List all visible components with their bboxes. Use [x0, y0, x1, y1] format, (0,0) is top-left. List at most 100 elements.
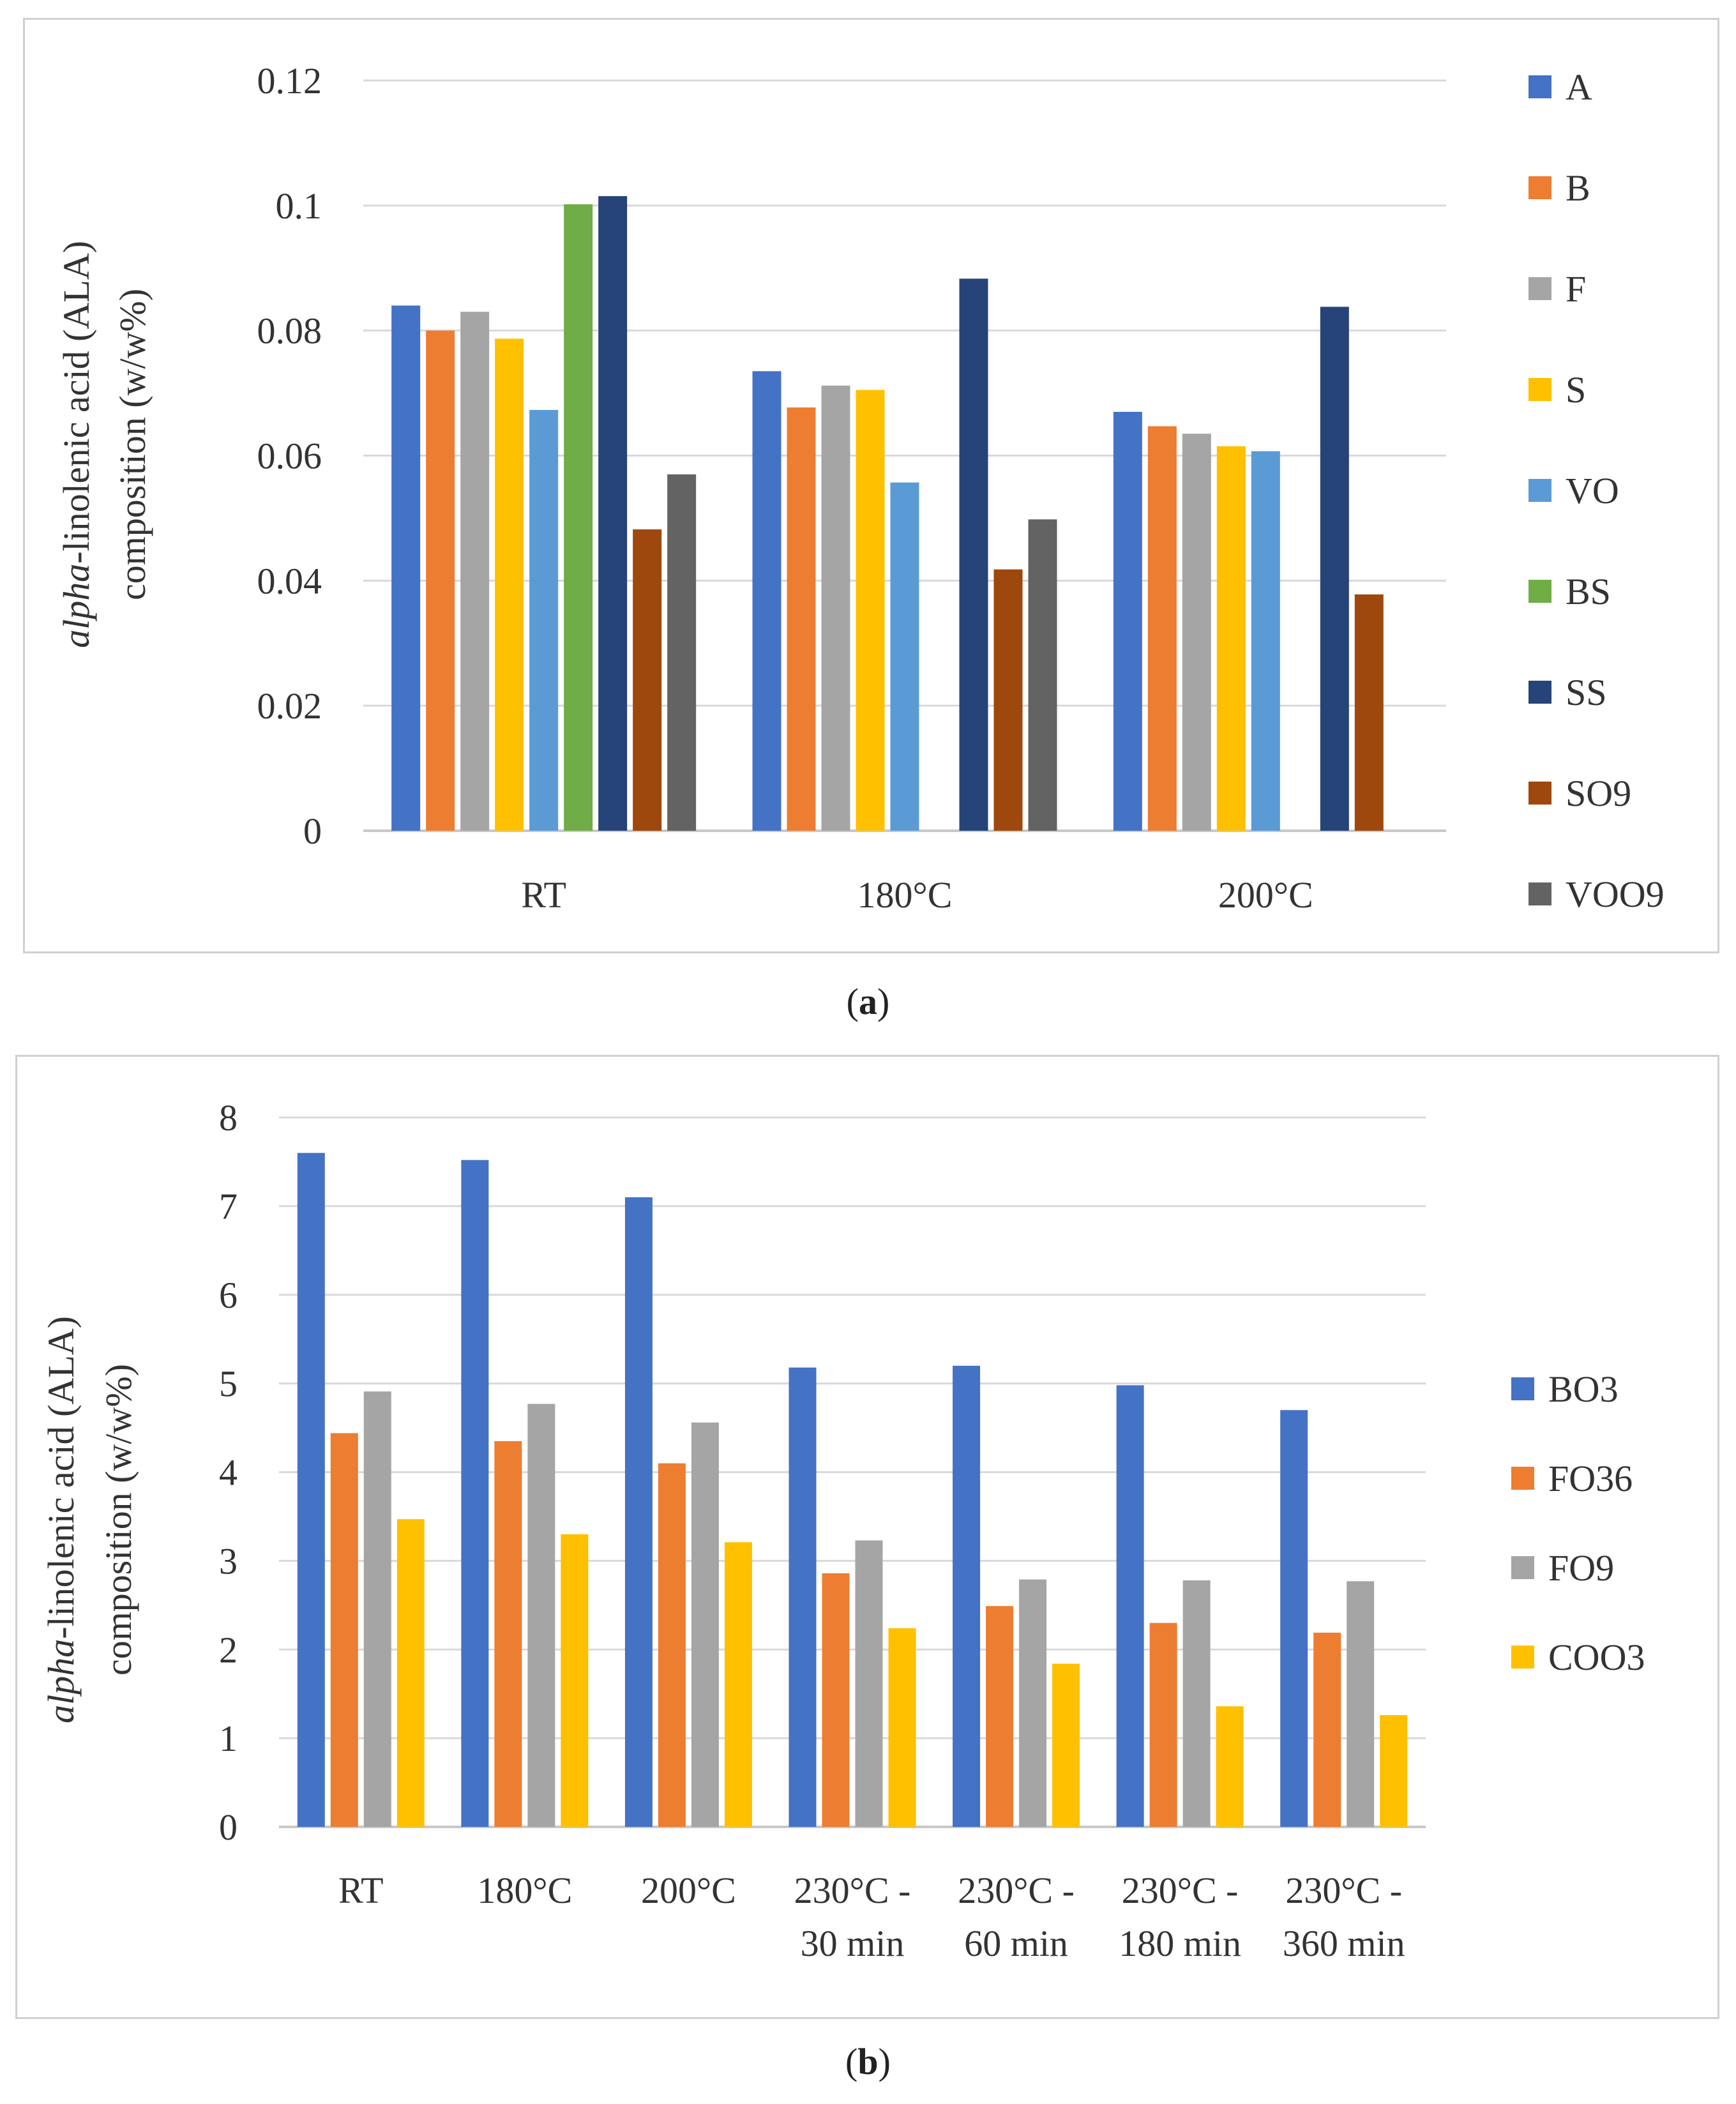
bar-a-2: [1113, 411, 1142, 831]
x-tick-label: 180°C: [477, 1870, 572, 1911]
bar-coo3-2: [724, 1542, 752, 1827]
bar-s-1: [856, 390, 885, 831]
y-tick-label: 0.06: [257, 435, 322, 477]
bar-b-2: [1147, 426, 1177, 831]
y-tick-label: 7: [219, 1186, 238, 1227]
x-tick-label: 30 min: [801, 1923, 905, 1964]
y-tick-label: 0.12: [257, 60, 322, 102]
legend-label: A: [1566, 66, 1592, 108]
caption-b: (b): [845, 2041, 891, 2082]
bar-a-0: [391, 305, 421, 831]
chart-panel-b: 0 1 2 3 4 5 6 7 8 RT 180°C 200°C 230°C - 30 min 230°C …: [15, 1055, 1719, 2019]
bar-fo36-0: [330, 1433, 358, 1827]
x-tick-label: 230°C -: [794, 1870, 911, 1911]
chart-b-svg: 0 1 2 3 4 5 6 7 8 RT 180°C 200°C 230°C - 30 min 230°C …: [40, 1097, 1645, 1964]
bar-bo3-1: [461, 1160, 489, 1827]
legend-label: B: [1566, 167, 1590, 209]
caption-a: (a): [846, 981, 890, 1022]
x-tick-label: 360 min: [1283, 1923, 1405, 1964]
y-tick-label: 3: [219, 1540, 238, 1582]
bar-bo3-5: [1116, 1385, 1144, 1827]
y-axis-label-line2: composition (w/w%): [98, 1364, 139, 1676]
x-tick-label: 200°C: [1218, 874, 1313, 916]
bar-coo3-1: [561, 1534, 589, 1827]
x-tick-label: RT: [521, 874, 566, 916]
bar-fo9-4: [1019, 1579, 1047, 1827]
bar-fo36-3: [822, 1573, 850, 1827]
y-tick-label: 5: [219, 1363, 238, 1405]
y-tick-label: 0.04: [257, 560, 322, 602]
bar-ss-1: [959, 278, 988, 831]
bar-voo9-1: [1028, 519, 1057, 831]
legend-label: SO9: [1566, 773, 1631, 814]
bar-vo-2: [1251, 451, 1280, 831]
x-tick-label: 60 min: [964, 1923, 1068, 1964]
bar-bo3-3: [789, 1367, 817, 1827]
bar-f-0: [460, 312, 490, 831]
chart-a-svg: 0 0.02 0.04 0.06 0.08 0.1 0.12 RT 180°C 200°C A B F S…: [56, 60, 1664, 916]
x-tick-label: 200°C: [641, 1870, 736, 1911]
legend-swatch: [1528, 681, 1551, 704]
bar-fo36-4: [986, 1606, 1014, 1827]
y-axis-label-line1: alpha-linolenic acid (ALA): [56, 241, 97, 648]
legend-label: BO3: [1548, 1368, 1619, 1410]
bar-bs-0: [564, 204, 593, 831]
legend-swatch: [1511, 1377, 1534, 1400]
legend-swatch: [1528, 176, 1551, 199]
bar-f-1: [821, 385, 850, 831]
bar-vo-0: [529, 410, 559, 831]
bar-bo3-0: [297, 1153, 325, 1827]
bar-so9-2: [1354, 594, 1384, 831]
bar-s-0: [495, 338, 524, 831]
bar-s-2: [1216, 446, 1246, 831]
legend-label: F: [1566, 268, 1586, 310]
legend-label: SS: [1566, 672, 1607, 713]
legend-swatch: [1528, 782, 1551, 805]
y-tick-label: 2: [219, 1629, 238, 1670]
legend-label: COO3: [1548, 1637, 1645, 1678]
y-axis-label-line2: composition (w/w%): [112, 289, 153, 600]
bar-coo3-3: [888, 1628, 916, 1827]
bar-b-0: [426, 330, 455, 831]
y-axis-label-line1: alpha-linolenic acid (ALA): [40, 1316, 82, 1723]
legend-swatch: [1528, 479, 1551, 502]
y-tick-label: 6: [219, 1275, 238, 1316]
legend-swatch: [1528, 882, 1551, 905]
bar-fo36-6: [1313, 1632, 1341, 1827]
bar-fo9-5: [1182, 1580, 1211, 1827]
x-tick-label: 180°C: [857, 874, 953, 916]
y-tick-label: 8: [219, 1097, 238, 1139]
x-tick-label: 230°C -: [1122, 1870, 1239, 1911]
legend-swatch: [1528, 580, 1551, 603]
chart-panel-a: 0 0.02 0.04 0.06 0.08 0.1 0.12 RT 180°C 200°C A B F S…: [23, 18, 1719, 953]
legend-label: BS: [1566, 571, 1611, 612]
y-tick-label: 0: [303, 810, 322, 852]
y-tick-label: 0.02: [257, 685, 322, 727]
legend-label: S: [1566, 369, 1586, 411]
bar-fo36-1: [494, 1441, 522, 1827]
bar-ss-0: [598, 196, 628, 831]
x-tick-label: 180 min: [1119, 1923, 1241, 1964]
bar-coo3-5: [1216, 1706, 1244, 1827]
bar-fo9-0: [363, 1391, 391, 1827]
bar-fo9-3: [855, 1540, 883, 1827]
bar-a-1: [752, 371, 781, 831]
legend-label: VOO9: [1566, 874, 1664, 915]
legend-swatch: [1528, 378, 1551, 401]
bar-coo3-0: [396, 1519, 425, 1827]
bar-ss-2: [1320, 307, 1349, 831]
bar-fo36-2: [658, 1463, 686, 1827]
bar-bo3-4: [953, 1365, 981, 1827]
bar-b-1: [787, 407, 816, 831]
legend-swatch: [1528, 75, 1551, 98]
bar-fo9-1: [527, 1404, 555, 1827]
bar-bo3-2: [624, 1197, 653, 1827]
legend-swatch: [1511, 1556, 1534, 1579]
bar-f-2: [1182, 434, 1211, 831]
bar-vo-1: [890, 482, 919, 831]
legend-label: FO36: [1548, 1458, 1633, 1499]
x-tick-label: 230°C -: [1285, 1870, 1402, 1911]
bar-bo3-6: [1280, 1410, 1308, 1827]
y-tick-label: 1: [219, 1718, 238, 1759]
bar-so9-0: [633, 529, 662, 831]
